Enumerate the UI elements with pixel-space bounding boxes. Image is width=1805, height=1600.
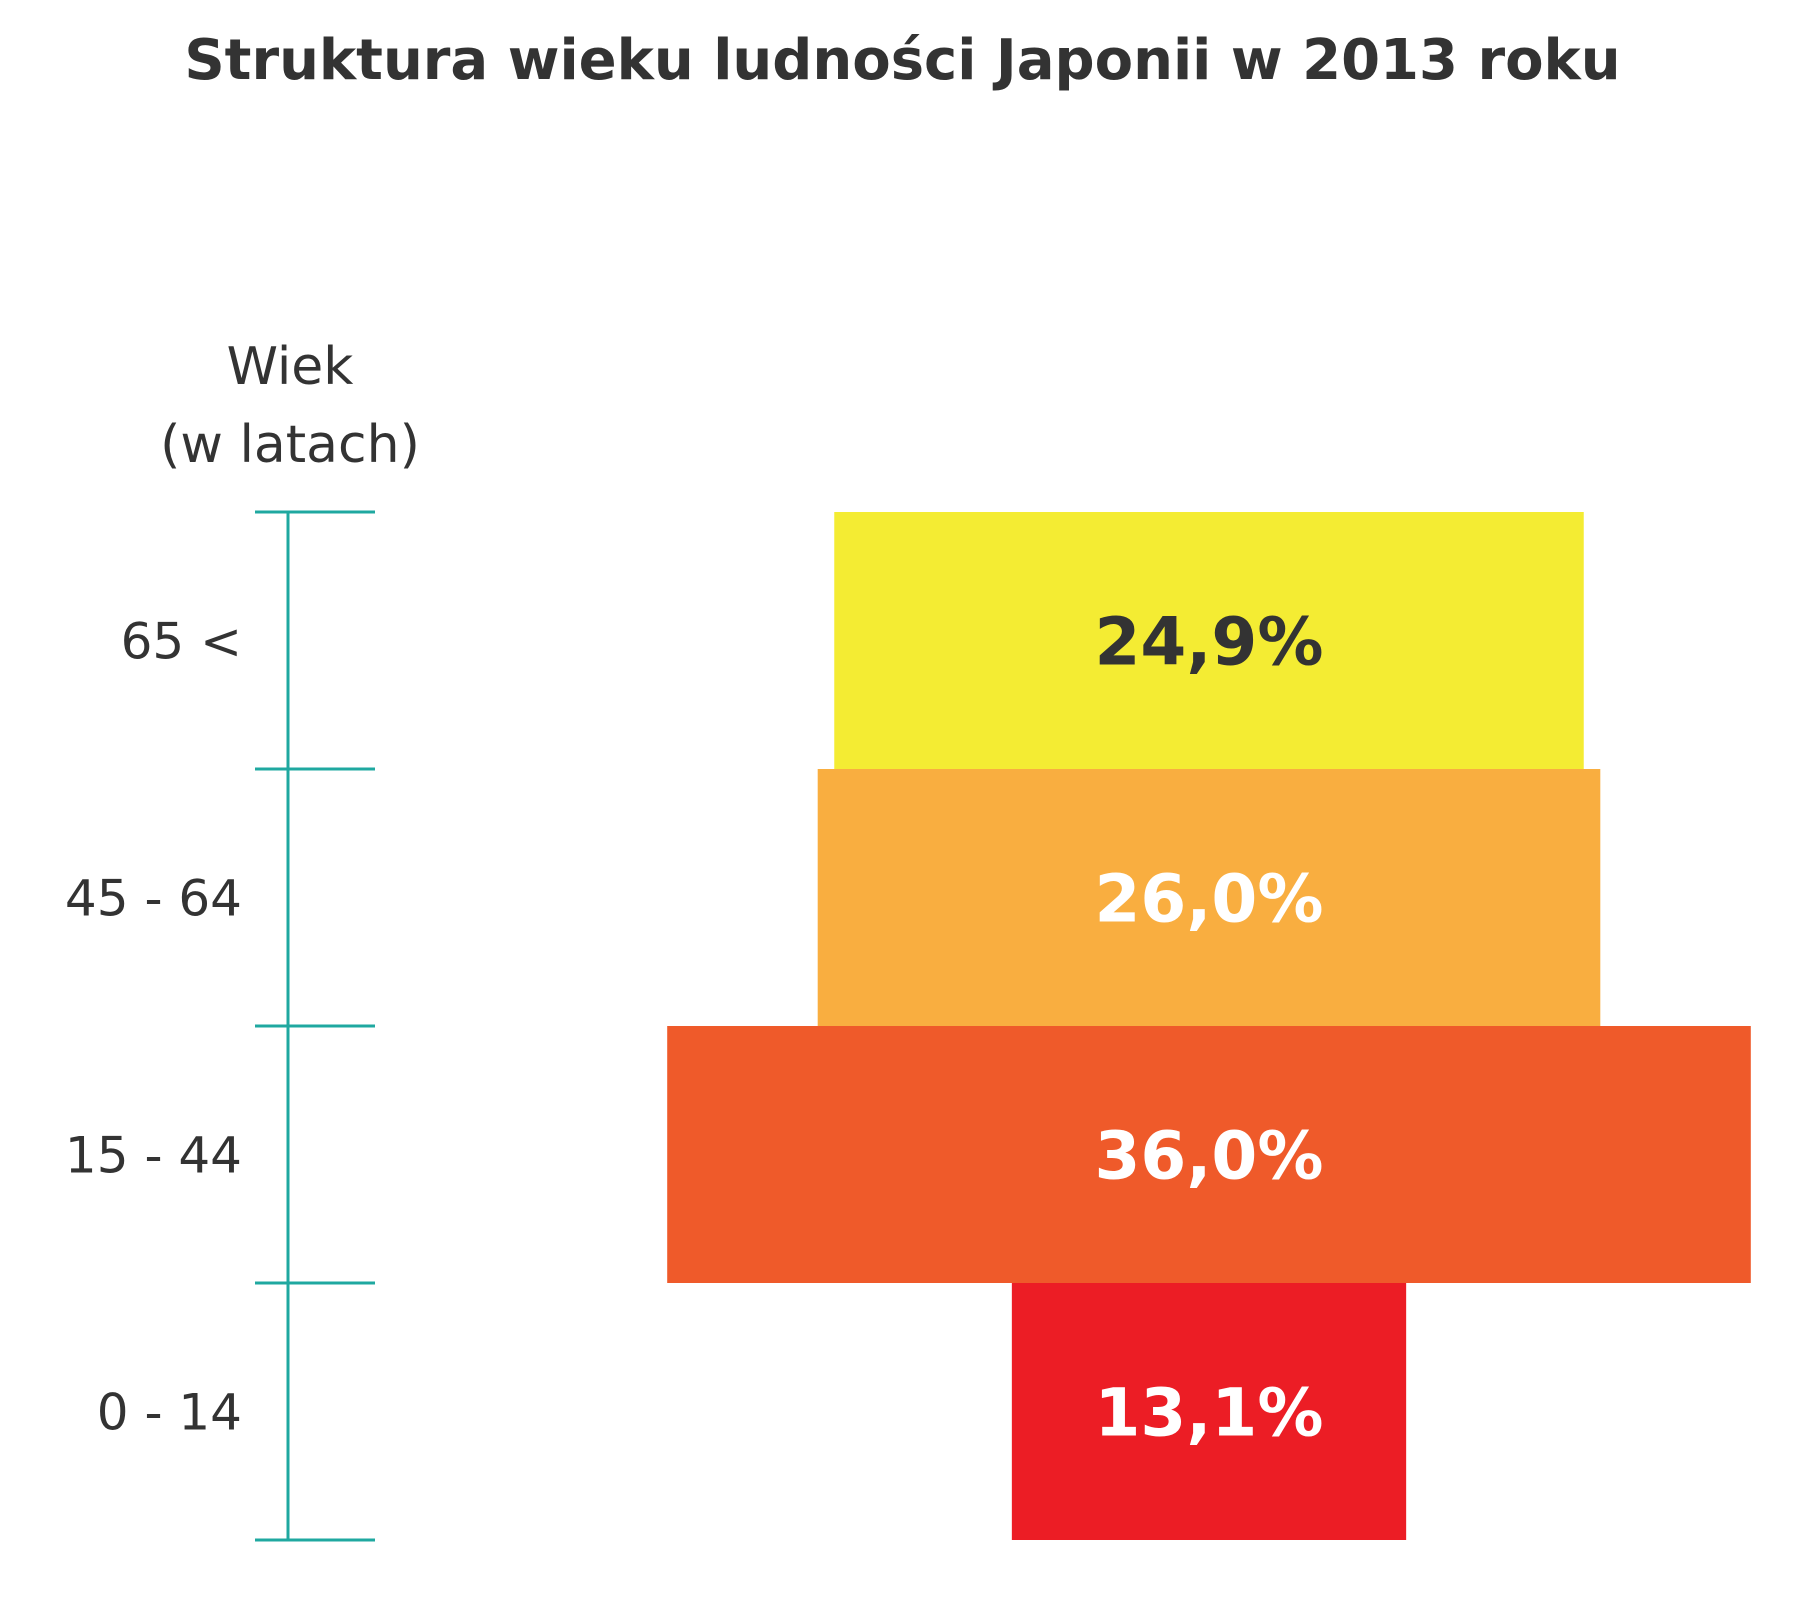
bar-3: [667, 1026, 1751, 1283]
value-label: 24,9%: [1095, 604, 1324, 681]
chart-title: Struktura wieku ludności Japonii w 2013 …: [184, 28, 1621, 93]
value-label: 13,1%: [1095, 1375, 1324, 1452]
value-labels: 24,9% 26,0% 36,0% 13,1%: [1095, 604, 1324, 1452]
value-label: 26,0%: [1095, 861, 1324, 938]
y-axis: [255, 510, 375, 1542]
bar-2: [817, 769, 1601, 1026]
category-label: 15 - 44: [65, 1127, 242, 1185]
value-label: 36,0%: [1095, 1118, 1324, 1195]
y-axis-title: Wiek (w latach): [130, 328, 450, 484]
category-label: 45 - 64: [65, 870, 242, 928]
bars: [667, 512, 1751, 1540]
bar-4: [1011, 1283, 1407, 1540]
category-labels: 65 < 45 - 64 15 - 44 0 - 14: [65, 613, 242, 1442]
y-axis-title-line-2: (w latach): [160, 415, 420, 475]
y-axis-title-line-1: Wiek: [226, 337, 354, 397]
category-label: 0 - 14: [97, 1384, 242, 1442]
category-label: 65 <: [121, 613, 242, 671]
bar-1: [834, 512, 1584, 769]
